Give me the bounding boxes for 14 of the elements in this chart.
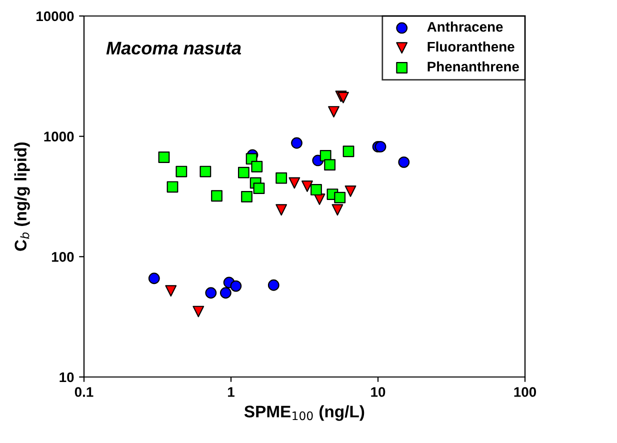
x-axis-title: SPME$_{100}$ (ng/L) [244,405,364,421]
annotation: Macoma nasuta [106,42,241,55]
x-tick-label: 0.1 [74,387,94,397]
x-tick-label: 10 [371,387,386,397]
y-tick-label: 10 [60,372,74,382]
y-tick-label: 10000 [36,11,74,22]
legend-label: Phenanthrene [428,61,519,72]
x-tick-label: 100 [514,387,536,397]
y-tick-label: 100 [52,252,74,262]
y-tick-label: 1000 [44,132,74,142]
legend-label: Anthracene [427,22,503,32]
x-tick-label: 1 [228,387,234,397]
y-axis-title: C$_{b}$ (ng/g lipid) [14,142,30,251]
legend-label: Fluoranthene [428,41,514,52]
